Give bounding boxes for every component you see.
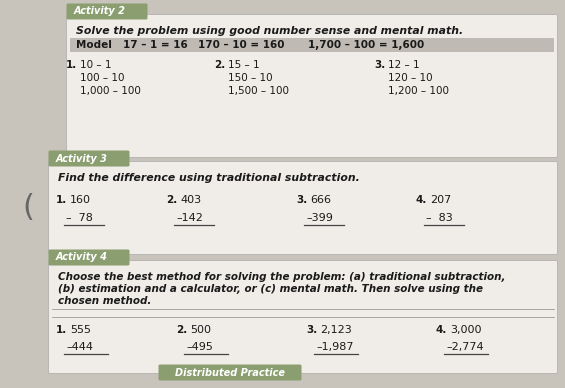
Text: 120 – 10: 120 – 10 xyxy=(388,73,433,83)
FancyBboxPatch shape xyxy=(49,249,129,265)
Text: 1,700 – 100 = 1,600: 1,700 – 100 = 1,600 xyxy=(308,40,424,50)
Text: Choose the best method for solving the problem: (a) traditional subtraction,: Choose the best method for solving the p… xyxy=(58,272,506,282)
Text: Distributed Practice: Distributed Practice xyxy=(175,367,285,378)
Text: 100 – 10: 100 – 10 xyxy=(80,73,124,83)
Text: Activity 4: Activity 4 xyxy=(56,253,108,263)
Text: Solve the problem using good number sense and mental math.: Solve the problem using good number sens… xyxy=(76,26,463,36)
Text: 1,200 – 100: 1,200 – 100 xyxy=(388,86,449,96)
Text: 500: 500 xyxy=(190,325,211,335)
Text: 2.: 2. xyxy=(214,60,225,70)
FancyBboxPatch shape xyxy=(67,3,147,19)
Text: 160: 160 xyxy=(70,195,91,205)
Text: –444: –444 xyxy=(66,342,93,352)
Text: –  78: – 78 xyxy=(66,213,93,223)
Text: 555: 555 xyxy=(70,325,91,335)
Text: (: ( xyxy=(22,193,34,222)
Text: –1,987: –1,987 xyxy=(316,342,354,352)
Text: 1.: 1. xyxy=(56,195,67,205)
Text: 2.: 2. xyxy=(166,195,177,205)
Text: –399: –399 xyxy=(306,213,333,223)
Text: 17 – 1 = 16: 17 – 1 = 16 xyxy=(123,40,188,50)
Text: 3.: 3. xyxy=(306,325,318,335)
FancyBboxPatch shape xyxy=(67,14,558,158)
Text: –495: –495 xyxy=(186,342,213,352)
Text: 12 – 1: 12 – 1 xyxy=(388,60,420,70)
Text: Model: Model xyxy=(76,40,112,50)
FancyBboxPatch shape xyxy=(49,151,129,166)
Text: 3.: 3. xyxy=(374,60,385,70)
Text: 3,000: 3,000 xyxy=(450,325,481,335)
FancyBboxPatch shape xyxy=(49,161,558,255)
Text: (b) estimation and a calculator, or (c) mental math. Then solve using the: (b) estimation and a calculator, or (c) … xyxy=(58,284,483,294)
Text: 1,500 – 100: 1,500 – 100 xyxy=(228,86,289,96)
Text: –  83: – 83 xyxy=(426,213,453,223)
Text: 15 – 1: 15 – 1 xyxy=(228,60,260,70)
Text: 10 – 1: 10 – 1 xyxy=(80,60,111,70)
Text: 2,123: 2,123 xyxy=(320,325,352,335)
Text: 3.: 3. xyxy=(296,195,307,205)
Text: 170 – 10 = 160: 170 – 10 = 160 xyxy=(198,40,285,50)
Text: –2,774: –2,774 xyxy=(446,342,484,352)
Text: 403: 403 xyxy=(180,195,201,205)
FancyBboxPatch shape xyxy=(159,364,302,381)
Text: 1.: 1. xyxy=(66,60,77,70)
Text: chosen method.: chosen method. xyxy=(58,296,151,306)
Text: Find the difference using traditional subtraction.: Find the difference using traditional su… xyxy=(58,173,360,183)
Text: –142: –142 xyxy=(176,213,203,223)
Text: 1,000 – 100: 1,000 – 100 xyxy=(80,86,141,96)
Text: 2.: 2. xyxy=(176,325,187,335)
Text: 4.: 4. xyxy=(416,195,427,205)
Text: 1.: 1. xyxy=(56,325,67,335)
FancyBboxPatch shape xyxy=(49,260,558,374)
Text: 666: 666 xyxy=(310,195,331,205)
Bar xyxy=(70,38,554,52)
Text: 150 – 10: 150 – 10 xyxy=(228,73,273,83)
Text: Activity 3: Activity 3 xyxy=(56,154,108,163)
Text: 207: 207 xyxy=(430,195,451,205)
Text: 4.: 4. xyxy=(436,325,447,335)
Text: Activity 2: Activity 2 xyxy=(74,7,126,17)
